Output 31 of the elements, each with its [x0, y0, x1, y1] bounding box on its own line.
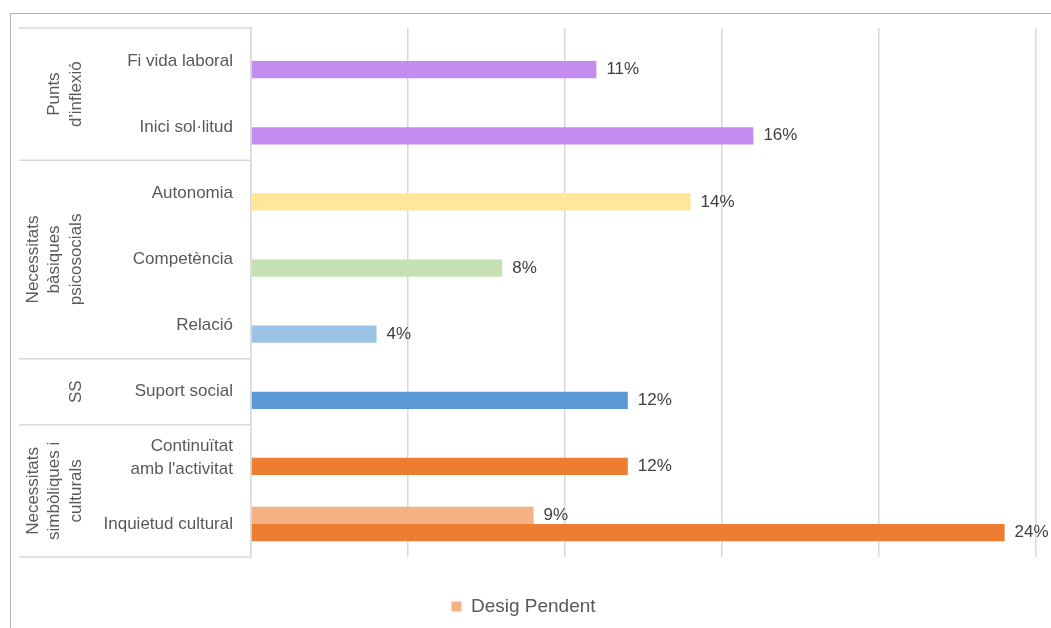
text: SS — [65, 380, 85, 404]
data-label: 16% — [763, 125, 798, 145]
text: Necessitats bàsiques psicosocials — [22, 213, 85, 306]
data-label: 9% — [543, 505, 569, 525]
text: Necessitats simbòliques i culturals — [22, 441, 85, 541]
bar — [251, 506, 534, 524]
legend-label: Desig Pendent — [470, 594, 597, 616]
y-tick-label: Continuïtat amb l'activitat — [130, 436, 234, 478]
bar — [251, 325, 377, 343]
data-label: 24% — [1014, 522, 1049, 542]
data-label: 12% — [637, 389, 672, 409]
data-label: 14% — [700, 191, 735, 211]
y-tick-label: Inici sol·litud — [139, 116, 233, 136]
y-tick-label: Suport social — [134, 381, 233, 401]
data-label: 8% — [512, 257, 537, 277]
y-tick-label: Fi vida laboral — [127, 50, 233, 70]
text: Punts d'inflexió — [44, 61, 85, 127]
bar — [251, 127, 754, 145]
bar — [251, 193, 691, 211]
bar — [251, 259, 503, 277]
data-label: 12% — [637, 456, 672, 476]
y-tick-label: Competència — [132, 249, 234, 269]
data-label: 11% — [606, 59, 640, 79]
y-tick-label: Inquietud cultural — [103, 513, 233, 533]
bar — [251, 391, 628, 409]
y-tick-label: Autonomia — [151, 183, 234, 202]
bar — [251, 457, 628, 476]
bar — [251, 61, 597, 79]
y-tick-label: Relació — [176, 315, 233, 335]
data-label: 4% — [386, 323, 412, 343]
bar — [251, 523, 1005, 542]
